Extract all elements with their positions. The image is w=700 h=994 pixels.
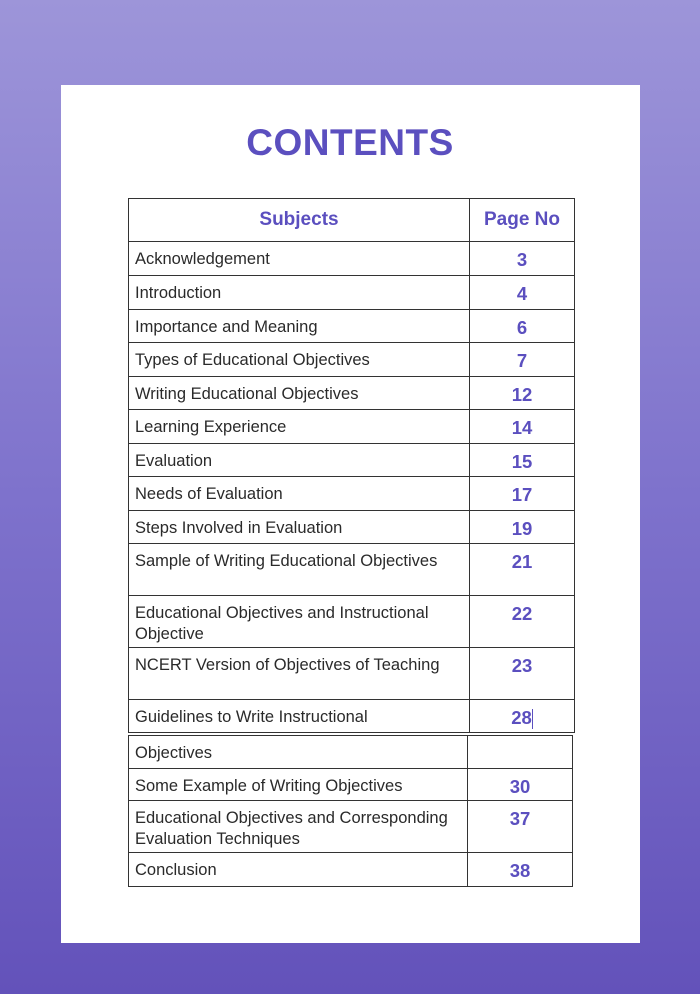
subject-cell: Sample of Writing Educational Objectives (128, 543, 470, 596)
page-number-cell: 6 (469, 309, 575, 343)
page-number-cell: 37 (467, 800, 573, 853)
page-number: 22 (511, 603, 533, 624)
table-row: Writing Educational Objectives 12 (128, 376, 575, 410)
page-number-cell: 15 (469, 443, 575, 477)
table-row: Educational Objectives and Instructional… (128, 595, 575, 648)
subject-cell: Importance and Meaning (128, 309, 470, 343)
page-number-cell: 17 (469, 476, 575, 511)
page-number: 4 (516, 283, 528, 304)
table-row: Introduction 4 (128, 275, 575, 310)
table-row: Conclusion 38 (128, 852, 573, 887)
page-number: 28 (511, 707, 532, 728)
subject-cell: Educational Objectives and Instructional… (128, 595, 470, 648)
page-number-cell: 3 (469, 241, 575, 276)
table-row: Types of Educational Objectives 7 (128, 342, 575, 377)
table-row: Learning Experience 14 (128, 409, 575, 444)
table-row: Steps Involved in Evaluation 19 (128, 510, 575, 544)
page-number-cell: 23 (469, 647, 575, 700)
page-number: 21 (511, 551, 533, 572)
page-number: 15 (511, 451, 533, 472)
subject-cell: Steps Involved in Evaluation (128, 510, 470, 544)
contents-table-continued: Objectives Some Example of Writing Object… (128, 735, 573, 887)
subject-cell: Educational Objectives and Corresponding… (128, 800, 468, 853)
page-number: 19 (511, 518, 533, 539)
subject-cell: Objectives (128, 735, 468, 769)
page-number-cell: 30 (467, 768, 573, 801)
table-row: Acknowledgement 3 (128, 241, 575, 276)
page-number-cell: 12 (469, 376, 575, 410)
header-subjects: Subjects (128, 198, 470, 242)
table-row: Sample of Writing Educational Objectives… (128, 543, 575, 596)
page-number: 3 (516, 249, 528, 270)
text-cursor (531, 709, 533, 730)
subject-cell: Guidelines to Write Instructional (128, 699, 470, 733)
contents-table: Subjects Page No Acknowledgement 3 Introdu… (128, 198, 575, 733)
page-number-cell: 22 (469, 595, 575, 648)
page-number: 23 (511, 655, 533, 676)
page-number: 17 (511, 484, 533, 505)
subject-cell: Some Example of Writing Objectives (128, 768, 468, 801)
subject-cell: Types of Educational Objectives (128, 342, 470, 377)
page-number: 14 (511, 417, 533, 438)
page-number-cell: 19 (469, 510, 575, 544)
page-number-cell (467, 735, 573, 769)
page-title: CONTENTS (246, 122, 454, 163)
page-number: 7 (516, 350, 528, 371)
subject-cell: Evaluation (128, 443, 470, 477)
table-header-row: Subjects Page No (128, 198, 575, 242)
subject-cell: Needs of Evaluation (128, 476, 470, 511)
header-page-no: Page No (469, 198, 575, 242)
table-row: NCERT Version of Objectives of Teaching 2… (128, 647, 575, 700)
page-number-cell: 4 (469, 275, 575, 310)
subject-cell: Learning Experience (128, 409, 470, 444)
subject-cell: Introduction (128, 275, 470, 310)
table-row: Some Example of Writing Objectives 30 (128, 768, 573, 801)
table-row: Objectives (128, 735, 573, 769)
subject-cell: NCERT Version of Objectives of Teaching (128, 647, 470, 700)
page-number: 12 (511, 384, 533, 405)
table-row: Importance and Meaning 6 (128, 309, 575, 343)
table-row: Guidelines to Write Instructional 28 (128, 699, 575, 733)
subject-cell: Conclusion (128, 852, 468, 887)
subject-cell: Acknowledgement (128, 241, 470, 276)
table-row: Educational Objectives and Corresponding… (128, 800, 573, 853)
table-row: Needs of Evaluation 17 (128, 476, 575, 511)
page-number: 6 (516, 317, 528, 338)
page-number-cell: 7 (469, 342, 575, 377)
table-row: Evaluation 15 (128, 443, 575, 477)
page-number-cell: 38 (467, 852, 573, 887)
subject-cell: Writing Educational Objectives (128, 376, 470, 410)
page-number-cell: 14 (469, 409, 575, 444)
page-number-cell: 21 (469, 543, 575, 596)
page-number-cell: 28 (469, 699, 575, 733)
